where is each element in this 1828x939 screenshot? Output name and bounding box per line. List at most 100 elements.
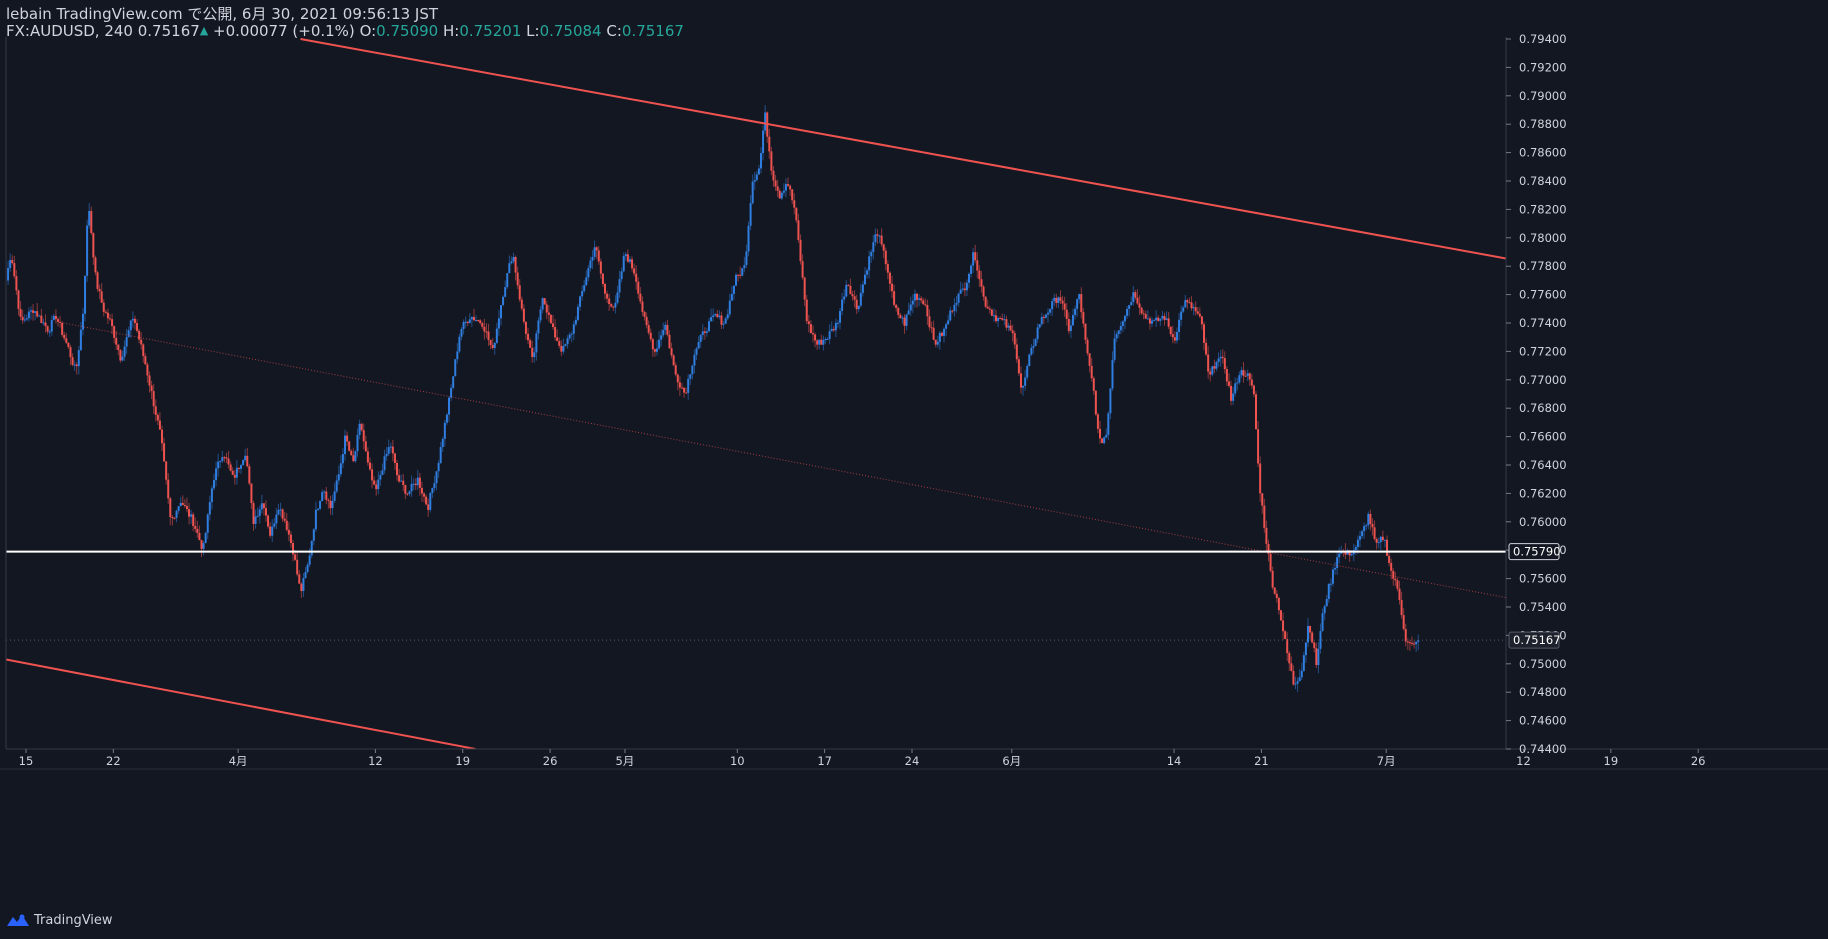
candle-body [225, 457, 228, 459]
candle-body [198, 532, 201, 541]
candle-body [622, 255, 625, 272]
candle-body [843, 296, 846, 300]
candle-body [196, 528, 199, 533]
candle-body [1327, 584, 1330, 599]
candle-body [508, 263, 511, 274]
candle-body [631, 259, 634, 269]
candle-body [1175, 332, 1178, 341]
candle-body [1155, 317, 1158, 321]
candle-body [1036, 327, 1039, 340]
candle-body [185, 506, 188, 510]
candle-body [874, 234, 877, 243]
candle-body [129, 320, 132, 331]
trendline-channel-upper [300, 38, 1506, 260]
candle-body [693, 354, 696, 366]
candle-body [755, 174, 758, 181]
candle-body [522, 308, 525, 322]
candle-body [212, 480, 215, 489]
candle-body [433, 483, 436, 488]
candle-body [90, 210, 93, 234]
candle-body [537, 320, 540, 334]
y-tick-label: 0.77800 [1519, 259, 1567, 273]
candle-body [1140, 307, 1143, 314]
candle-body [608, 298, 611, 305]
candle-body [955, 302, 958, 305]
candle-body [1334, 568, 1337, 570]
candle-body [1049, 309, 1052, 313]
candle-body [1063, 303, 1066, 310]
candle-body [254, 516, 257, 524]
candle-body [306, 564, 309, 573]
candle-body [431, 487, 434, 494]
candle-body [179, 502, 182, 507]
candle-body [1390, 562, 1393, 571]
candle-body [599, 261, 602, 274]
candle-body [1275, 593, 1278, 599]
candle-body [940, 332, 943, 336]
candle-body [1163, 315, 1166, 320]
candle-body [32, 310, 35, 313]
candle-body [1184, 300, 1187, 308]
candle-body [1234, 383, 1237, 394]
y-tick-label: 0.75400 [1519, 600, 1567, 614]
candle-body [545, 304, 548, 313]
candle-body [1099, 428, 1102, 439]
candle-body [1304, 642, 1307, 656]
candle-body [990, 309, 993, 316]
candle-body [568, 334, 571, 339]
candle-body [337, 474, 340, 481]
y-tick-label: 0.76800 [1519, 401, 1567, 415]
candle-body [23, 319, 26, 321]
candle-body [764, 112, 767, 131]
tradingview-logo[interactable]: TradingView [6, 911, 113, 929]
candle-body [1309, 625, 1312, 633]
candle-body [181, 502, 184, 505]
candle-body [487, 331, 490, 340]
candle-body [707, 321, 710, 332]
candle-body [427, 504, 430, 510]
candle-body [420, 487, 423, 494]
candle-body [319, 501, 322, 509]
candle-body [1207, 354, 1210, 372]
candle-body [735, 274, 738, 286]
candle-body [15, 276, 18, 291]
open-label: O: [359, 22, 377, 40]
candle-body [1200, 316, 1203, 325]
candle-body [995, 315, 998, 322]
candle-body [1103, 437, 1106, 444]
candle-body [1109, 388, 1112, 414]
candle-body [1257, 429, 1260, 464]
candle-body [797, 220, 800, 240]
candle-body [29, 310, 32, 312]
candle-body [924, 304, 927, 306]
candle-body [108, 318, 111, 320]
candle-body [1132, 292, 1135, 303]
candle-body [751, 181, 754, 204]
y-tick-label: 0.78000 [1519, 231, 1567, 245]
candle-body [539, 309, 542, 321]
candle-body [1130, 302, 1133, 306]
candle-body [518, 285, 521, 300]
candle-body [466, 321, 469, 323]
candle-body [945, 324, 948, 329]
candle-body [784, 184, 787, 191]
candle-body [888, 272, 891, 284]
candle-body [235, 467, 238, 478]
candle-body [936, 341, 939, 345]
candle-body [1225, 369, 1228, 382]
candle-body [1032, 346, 1035, 348]
candle-body [992, 315, 995, 317]
candle-body [314, 509, 317, 530]
candle-body [1306, 625, 1309, 643]
candle-body [115, 337, 118, 345]
candle-body [816, 340, 819, 345]
candle-body [289, 534, 292, 544]
candle-body [65, 338, 68, 343]
y-tick-label: 0.77600 [1519, 288, 1567, 302]
candle-body [464, 321, 467, 323]
candle-body [50, 320, 53, 332]
candle-body [612, 306, 615, 308]
candle-body [554, 327, 557, 338]
candle-body [1078, 294, 1081, 300]
